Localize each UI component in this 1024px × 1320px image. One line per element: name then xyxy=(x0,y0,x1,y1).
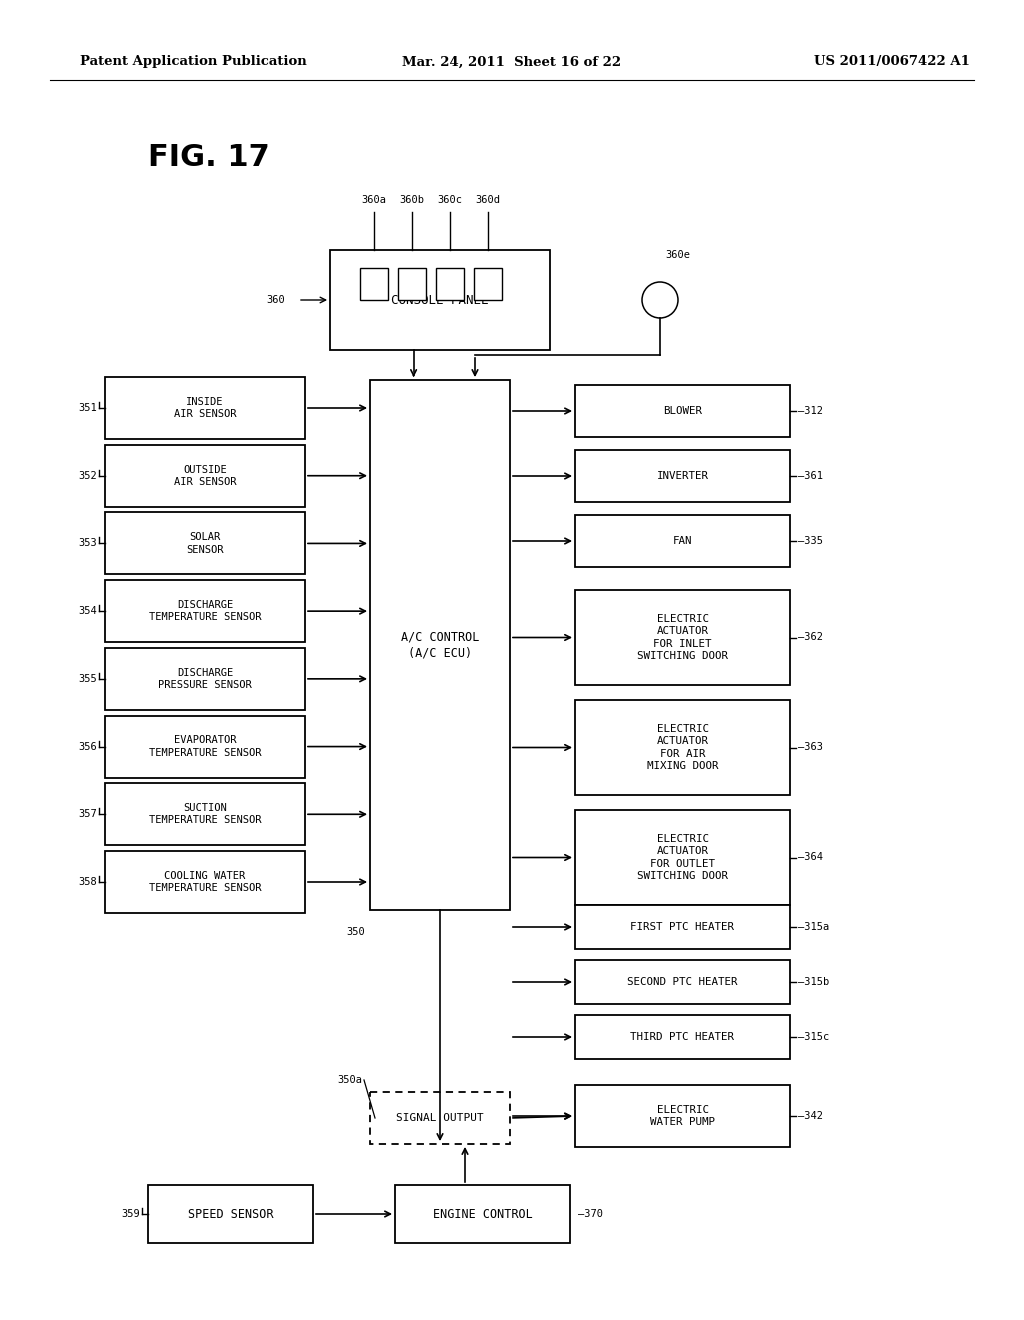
Text: 358: 358 xyxy=(78,876,97,887)
Text: INSIDE
AIR SENSOR: INSIDE AIR SENSOR xyxy=(174,397,237,420)
Text: FIRST PTC HEATER: FIRST PTC HEATER xyxy=(631,921,734,932)
Bar xyxy=(474,268,502,300)
Bar xyxy=(148,1185,313,1243)
Bar xyxy=(436,268,464,300)
Text: SECOND PTC HEATER: SECOND PTC HEATER xyxy=(628,977,737,987)
Text: US 2011/0067422 A1: US 2011/0067422 A1 xyxy=(814,55,970,69)
Bar xyxy=(360,268,388,300)
Bar xyxy=(105,648,305,710)
Text: OUTSIDE
AIR SENSOR: OUTSIDE AIR SENSOR xyxy=(174,465,237,487)
Text: THIRD PTC HEATER: THIRD PTC HEATER xyxy=(631,1032,734,1041)
Text: —364: —364 xyxy=(798,853,823,862)
Bar xyxy=(575,960,790,1005)
Text: 360e: 360e xyxy=(665,249,690,260)
Text: ENGINE CONTROL: ENGINE CONTROL xyxy=(432,1208,532,1221)
Bar xyxy=(575,590,790,685)
Text: COOLING WATER
TEMPERATURE SENSOR: COOLING WATER TEMPERATURE SENSOR xyxy=(148,871,261,894)
Text: A/C CONTROL
(A/C ECU): A/C CONTROL (A/C ECU) xyxy=(400,631,479,660)
Text: SIGNAL OUTPUT: SIGNAL OUTPUT xyxy=(396,1113,484,1123)
Text: —315a: —315a xyxy=(798,921,829,932)
Text: CONSOLE PANEL: CONSOLE PANEL xyxy=(391,293,488,306)
Text: 356: 356 xyxy=(78,742,97,751)
Bar xyxy=(575,385,790,437)
Text: 357: 357 xyxy=(78,809,97,820)
Text: 360: 360 xyxy=(266,294,285,305)
Bar xyxy=(105,512,305,574)
Bar xyxy=(105,378,305,440)
Bar xyxy=(575,1015,790,1059)
Text: Mar. 24, 2011  Sheet 16 of 22: Mar. 24, 2011 Sheet 16 of 22 xyxy=(402,55,622,69)
Text: ELECTRIC
WATER PUMP: ELECTRIC WATER PUMP xyxy=(650,1105,715,1127)
Text: —370: —370 xyxy=(578,1209,603,1218)
Bar xyxy=(398,268,426,300)
Text: BLOWER: BLOWER xyxy=(663,407,702,416)
Text: ELECTRIC
ACTUATOR
FOR INLET
SWITCHING DOOR: ELECTRIC ACTUATOR FOR INLET SWITCHING DO… xyxy=(637,614,728,661)
Text: Patent Application Publication: Patent Application Publication xyxy=(80,55,307,69)
Text: 352: 352 xyxy=(78,471,97,480)
Text: FIG. 17: FIG. 17 xyxy=(148,144,269,173)
Text: —361: —361 xyxy=(798,471,823,480)
Bar xyxy=(575,700,790,795)
Bar xyxy=(105,783,305,845)
Text: 360d: 360d xyxy=(475,195,501,205)
Bar xyxy=(575,1085,790,1147)
Text: 354: 354 xyxy=(78,606,97,616)
Text: 360a: 360a xyxy=(361,195,386,205)
Text: SUCTION
TEMPERATURE SENSOR: SUCTION TEMPERATURE SENSOR xyxy=(148,803,261,825)
Text: —363: —363 xyxy=(798,742,823,752)
Text: 359: 359 xyxy=(121,1209,140,1218)
Bar xyxy=(575,906,790,949)
Text: DISCHARGE
TEMPERATURE SENSOR: DISCHARGE TEMPERATURE SENSOR xyxy=(148,601,261,622)
Bar xyxy=(105,715,305,777)
Text: ELECTRIC
ACTUATOR
FOR OUTLET
SWITCHING DOOR: ELECTRIC ACTUATOR FOR OUTLET SWITCHING D… xyxy=(637,834,728,882)
Bar xyxy=(395,1185,570,1243)
Text: 355: 355 xyxy=(78,673,97,684)
Text: 350: 350 xyxy=(346,927,365,937)
Text: EVAPORATOR
TEMPERATURE SENSOR: EVAPORATOR TEMPERATURE SENSOR xyxy=(148,735,261,758)
Text: INVERTER: INVERTER xyxy=(656,471,709,480)
Text: 360c: 360c xyxy=(437,195,463,205)
Text: 353: 353 xyxy=(78,539,97,548)
Text: —342: —342 xyxy=(798,1111,823,1121)
Text: —335: —335 xyxy=(798,536,823,546)
Text: FAN: FAN xyxy=(673,536,692,546)
Bar xyxy=(575,515,790,568)
Text: —312: —312 xyxy=(798,407,823,416)
Bar xyxy=(105,445,305,507)
Bar xyxy=(370,380,510,909)
Bar xyxy=(575,810,790,906)
Bar xyxy=(105,581,305,642)
Bar xyxy=(105,851,305,913)
Bar xyxy=(575,450,790,502)
Text: —315c: —315c xyxy=(798,1032,829,1041)
Bar xyxy=(330,249,550,350)
Text: SOLAR
SENSOR: SOLAR SENSOR xyxy=(186,532,224,554)
Text: —315b: —315b xyxy=(798,977,829,987)
Text: DISCHARGE
PRESSURE SENSOR: DISCHARGE PRESSURE SENSOR xyxy=(158,668,252,690)
Text: 360b: 360b xyxy=(399,195,425,205)
Bar xyxy=(370,1092,510,1144)
Text: 350a: 350a xyxy=(337,1074,362,1085)
Text: ELECTRIC
ACTUATOR
FOR AIR
MIXING DOOR: ELECTRIC ACTUATOR FOR AIR MIXING DOOR xyxy=(647,723,718,771)
Text: SPEED SENSOR: SPEED SENSOR xyxy=(187,1208,273,1221)
Text: —362: —362 xyxy=(798,632,823,643)
Text: 351: 351 xyxy=(78,403,97,413)
